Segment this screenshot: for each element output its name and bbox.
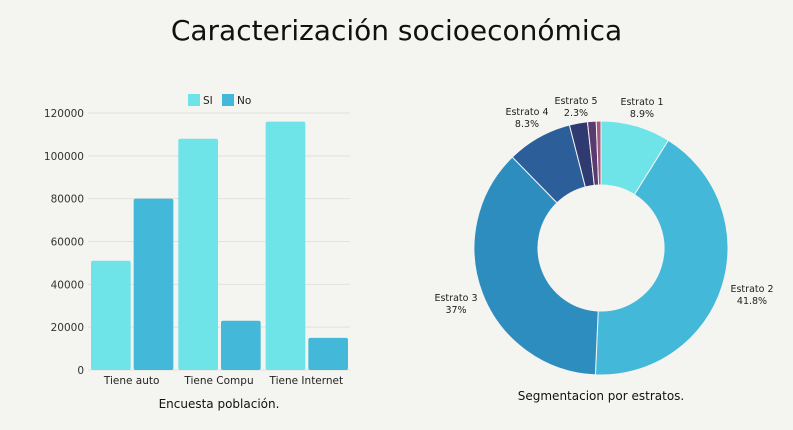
bar-chart-caption: Encuesta población. (158, 397, 280, 411)
label-estrato-3: Estrato 3 37% (434, 293, 478, 316)
y-tick-label: 60000 (51, 237, 84, 249)
y-tick-label: 20000 (51, 322, 84, 334)
donut-chart-caption: Segmentacion por estratos. (517, 389, 685, 403)
legend-swatch-si (188, 94, 200, 106)
y-tick-label: 100000 (44, 151, 84, 163)
legend-swatch-no (222, 94, 234, 106)
y-tick-label: 80000 (51, 194, 84, 206)
x-tick-label: Tiene Internet (269, 375, 344, 387)
legend-label: SI (203, 95, 213, 107)
bar-si-2 (265, 121, 306, 370)
bar-si-1 (178, 138, 218, 370)
donut-slice-7 (595, 120, 602, 186)
label-estrato-5: Estrato 5 2.3% (554, 96, 598, 119)
y-tick-label: 0 (77, 365, 84, 377)
bar-no-0 (133, 198, 174, 370)
donut-slice-2 (594, 139, 729, 376)
label-estrato-1: Estrato 1 8.9% (620, 97, 664, 120)
bar-no-2 (308, 337, 348, 370)
label-estrato-2: Estrato 2 41.8% (730, 284, 774, 307)
donut-slice-3 (473, 156, 599, 376)
y-tick-label: 120000 (44, 108, 84, 120)
legend-label: No (237, 95, 251, 107)
bar-si-0 (91, 260, 131, 370)
x-tick-label: Tiene Compu (183, 375, 253, 387)
page-title: Caracterización socioeconómica (170, 14, 623, 47)
label-estrato-4: Estrato 4 8.3% (505, 107, 549, 130)
bar-no-1 (221, 320, 261, 370)
y-tick-label: 40000 (51, 279, 84, 291)
x-tick-label: Tiene auto (103, 375, 160, 387)
